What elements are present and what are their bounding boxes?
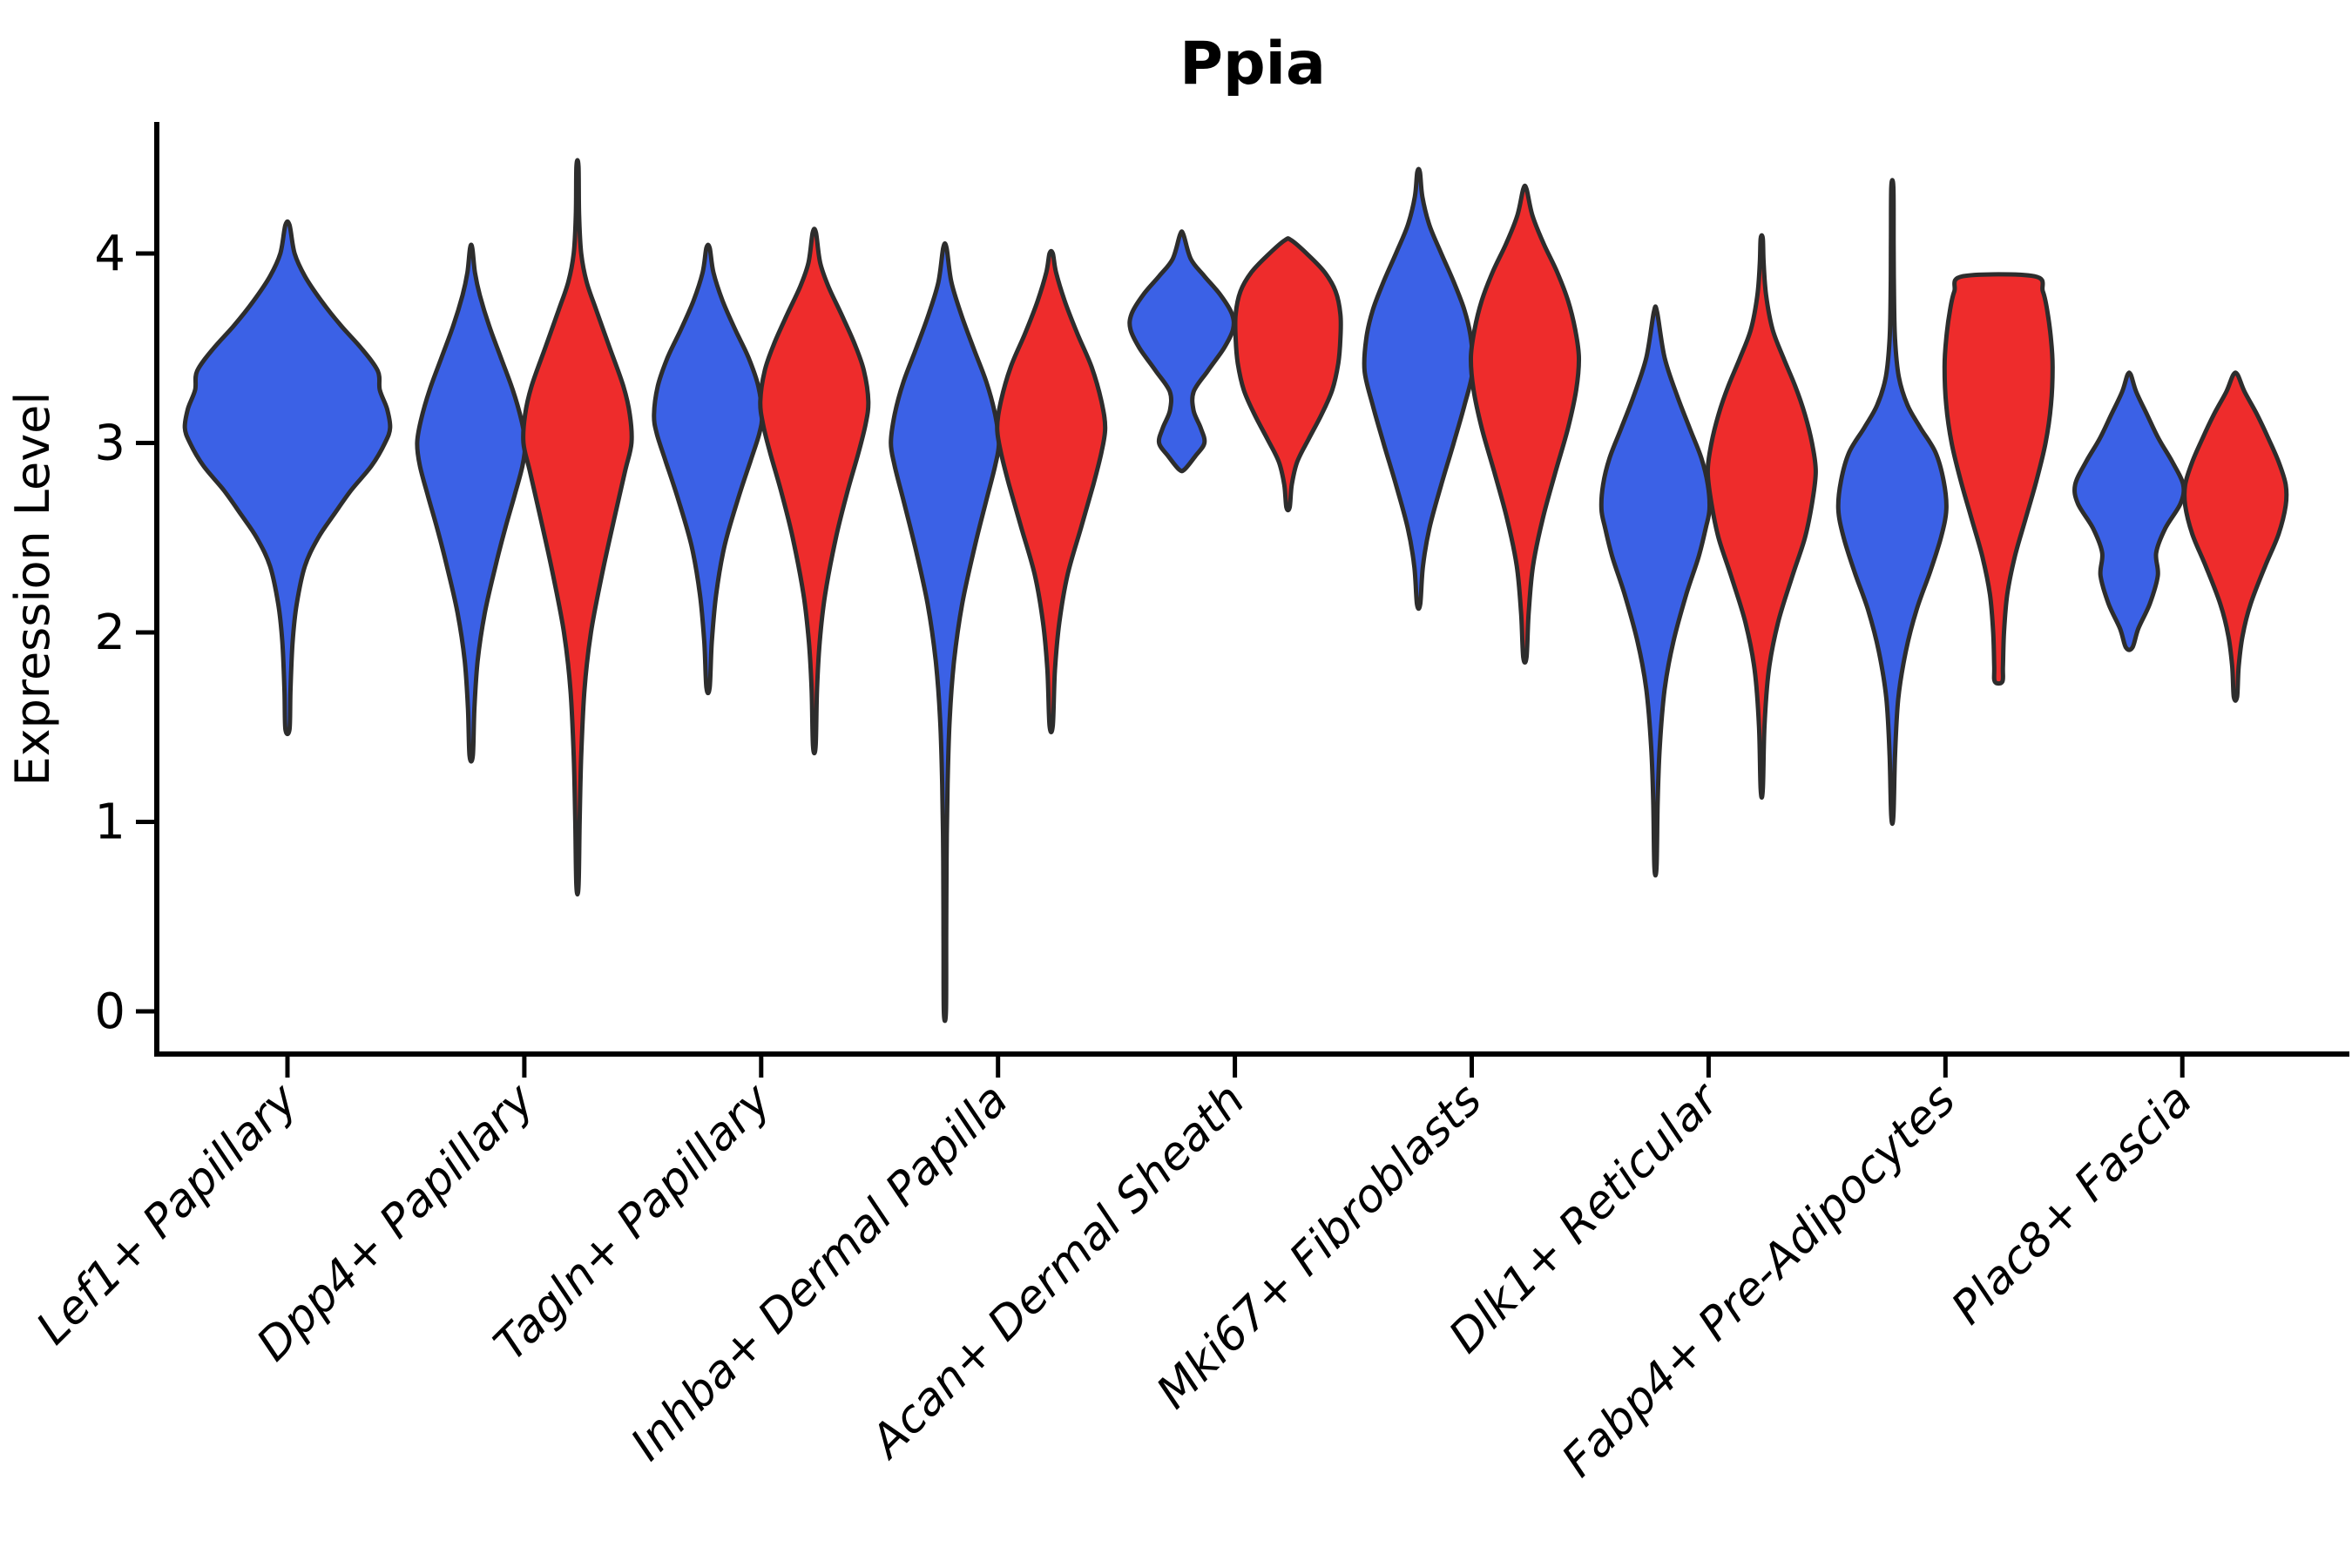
- violin-fabp4-pre-adipocytes-red: [1942, 272, 2055, 686]
- violin-dpp4-papillary-red: [521, 158, 634, 897]
- violin-fabp4-pre-adipocytes-blue: [1835, 178, 1949, 827]
- violin-mki67-fibroblasts-red: [1468, 183, 1582, 666]
- x-tick-label-lef1-papillary: Lef1+ Papillary: [27, 1073, 308, 1355]
- violin-mki67-fibroblasts-blue: [1362, 166, 1476, 612]
- violin-lef1-papillary-blue: [182, 219, 393, 737]
- x-tick-label-inhba-dermal-papilla: Inhba+ Dermal Papilla: [621, 1074, 1018, 1471]
- y-tick-label-3: 3: [94, 416, 125, 472]
- chart-title: Ppia: [1179, 30, 1326, 98]
- x-tick-label-fabp4-pre-adipocytes: Fabp4+ Pre-Adipocytes: [1552, 1074, 1966, 1488]
- violins-layer: [182, 158, 2289, 1024]
- y-axis-label: Expression Level: [5, 392, 60, 787]
- x-tick-label-acan-dermal-sheath: Acan+ Dermal Sheath: [860, 1074, 1255, 1470]
- violin-inhba-dermal-papilla-red: [995, 248, 1108, 734]
- violin-tagln-papillary-blue: [652, 242, 765, 696]
- violin-tagln-papillary-red: [758, 226, 871, 756]
- violin-acan-dermal-sheath-blue: [1127, 229, 1236, 474]
- y-tick-label-1: 1: [94, 794, 125, 851]
- y-tick-label-2: 2: [94, 605, 125, 661]
- violin-inhba-dermal-papilla-blue: [889, 241, 1002, 1024]
- y-tick-label-4: 4: [94, 226, 125, 282]
- violin-dpp4-papillary-blue: [415, 242, 528, 764]
- violin-acan-dermal-sheath-red: [1233, 236, 1343, 513]
- y-tick-label-0: 0: [94, 983, 125, 1040]
- violin-plac8-fascia-blue: [2072, 370, 2186, 652]
- violin-dlk1-reticular-red: [1705, 233, 1818, 800]
- violin-dlk1-reticular-blue: [1598, 304, 1712, 878]
- violin-plac8-fascia-red: [2182, 370, 2289, 703]
- x-tick-label-plac8-fascia: Plac8+ Fascia: [1942, 1074, 2202, 1335]
